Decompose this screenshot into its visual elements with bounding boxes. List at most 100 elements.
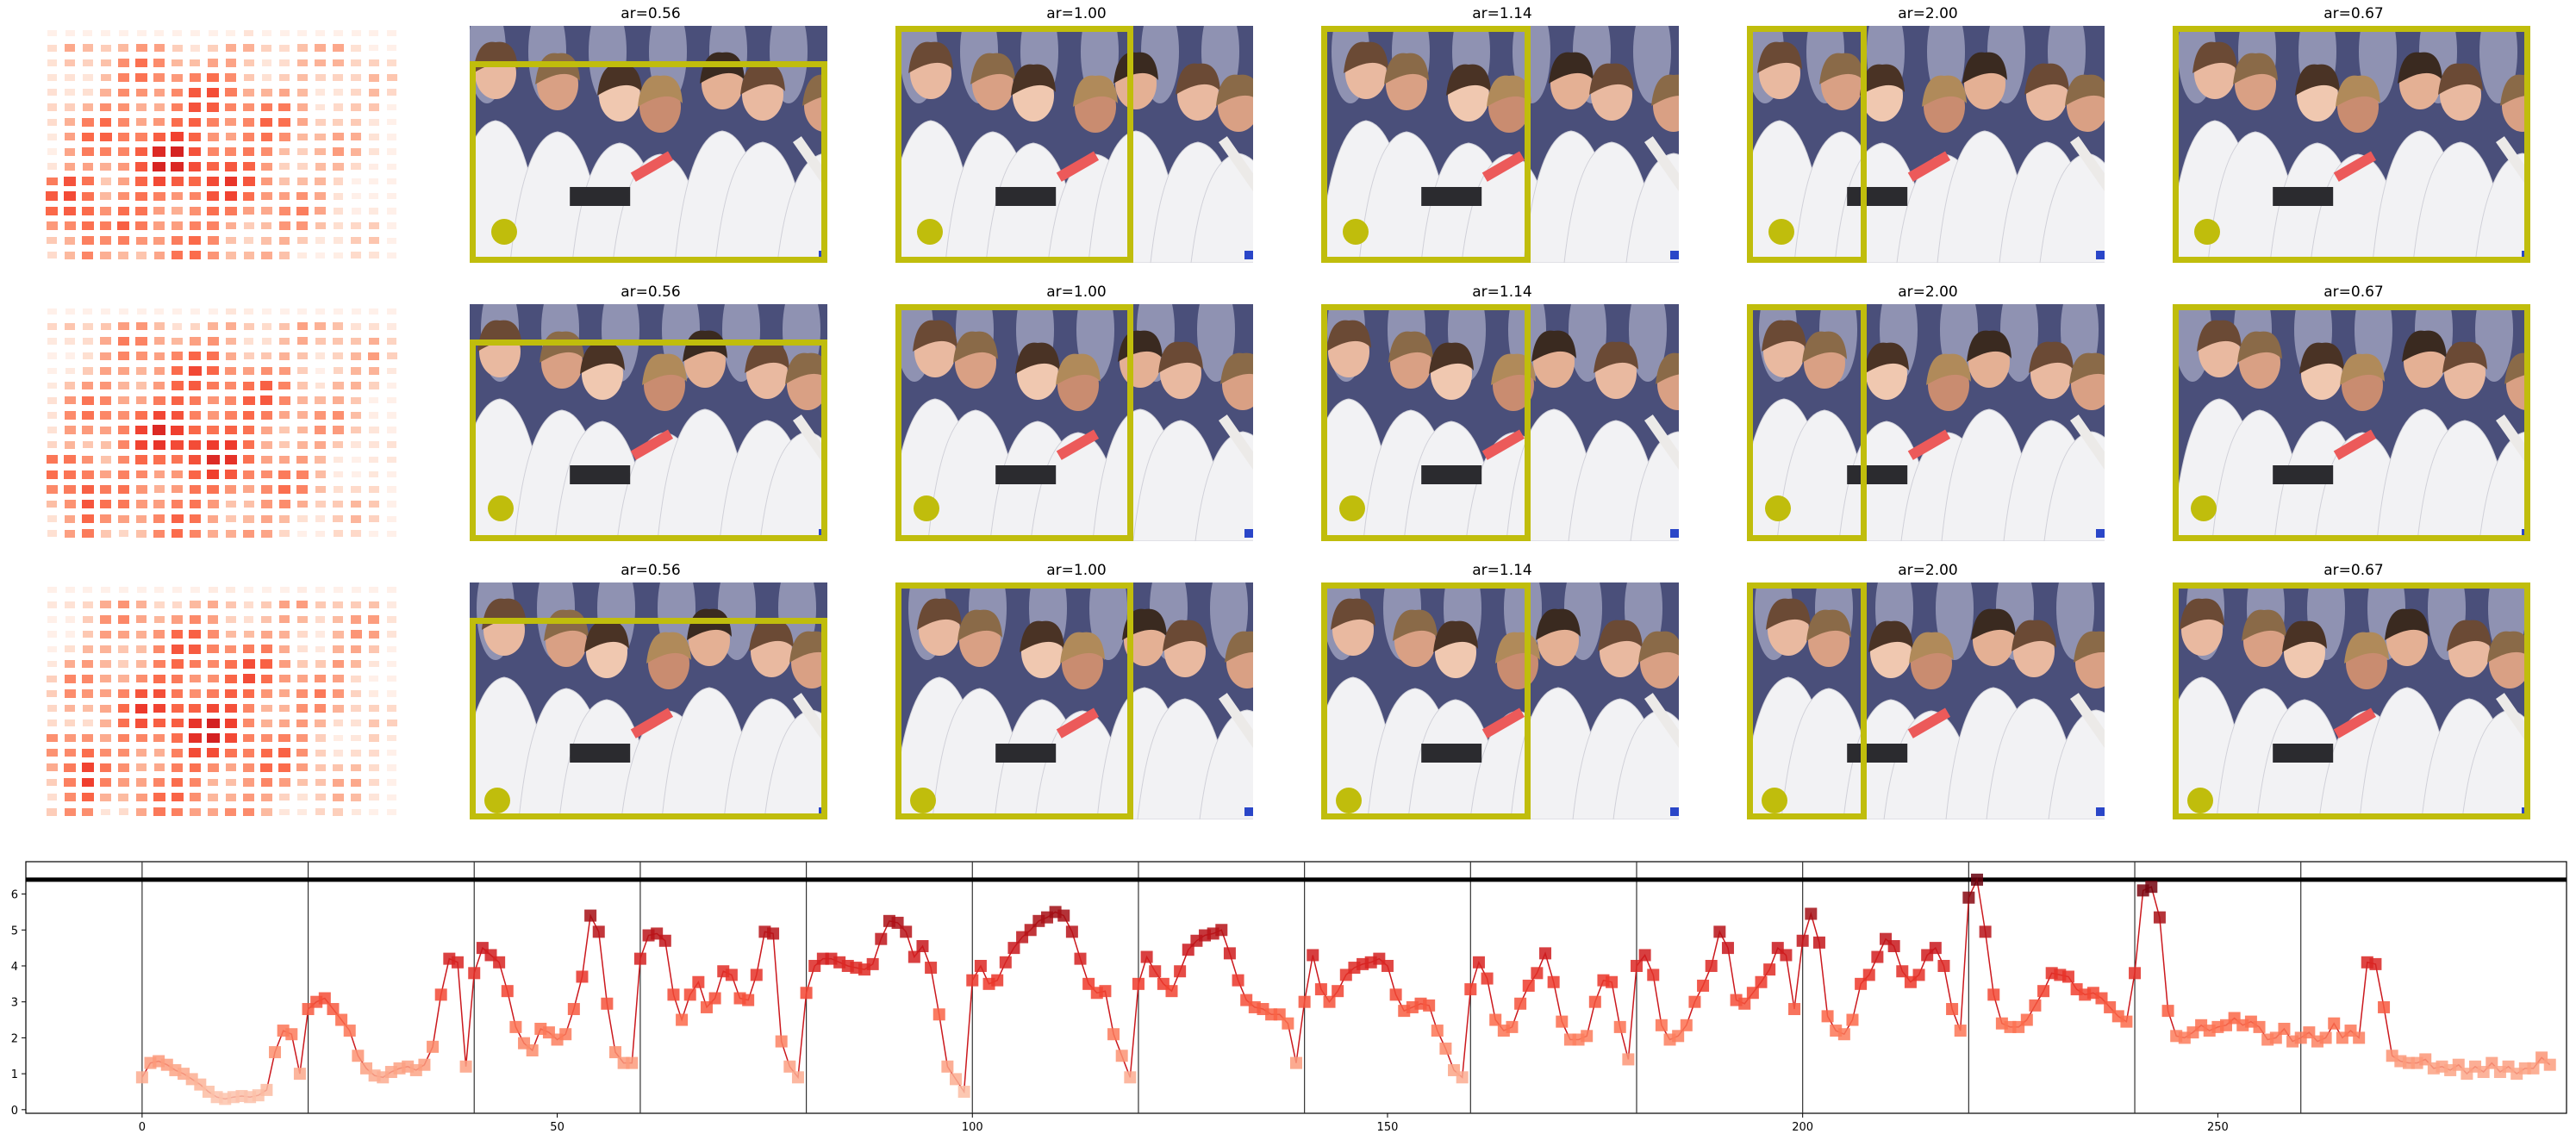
heatmap-cell	[333, 675, 344, 683]
data-point	[1672, 1030, 1685, 1043]
heatmap-cell	[135, 793, 147, 801]
data-point	[1688, 995, 1701, 1008]
data-point	[800, 987, 813, 1000]
heatmap-cell	[135, 103, 147, 111]
heatmap-cell	[207, 659, 219, 669]
heatmap-cell	[64, 118, 76, 127]
heatmap-cell	[117, 103, 129, 112]
heatmap-cell	[261, 29, 271, 37]
heatmap-cell	[225, 366, 237, 376]
heatmap-cell	[351, 74, 361, 82]
heatmap-cell	[386, 616, 397, 623]
data-point	[633, 952, 646, 965]
heatmap-cell	[315, 500, 326, 508]
data-point	[1215, 924, 1228, 937]
aspect-ratio-title: ar=0.67	[2323, 5, 2384, 22]
aspect-ratio-title: ar=1.14	[1472, 562, 1532, 579]
data-point	[658, 934, 671, 947]
heatmap-cell	[296, 660, 308, 668]
heatmap-cell	[297, 808, 308, 816]
heatmap-cell	[387, 45, 397, 52]
heatmap-cell	[260, 659, 273, 669]
heatmap-cell	[100, 251, 111, 259]
heatmap-cell	[350, 500, 362, 508]
heatmap-cell	[82, 733, 94, 743]
heatmap-cell	[315, 530, 326, 538]
heatmap-cell	[368, 734, 379, 742]
heatmap-cell	[153, 161, 166, 171]
data-point	[1862, 969, 1875, 981]
data-point	[1389, 988, 1402, 1001]
heatmap-cell	[387, 29, 397, 37]
heatmap-cell	[135, 749, 147, 757]
heatmap-cell	[296, 601, 309, 609]
heatmap-cell	[278, 411, 290, 420]
heatmap-cell	[243, 763, 255, 772]
heatmap-cell	[333, 749, 344, 757]
aspect-ratio-title: ar=0.56	[621, 5, 681, 22]
heatmap-cell	[207, 793, 219, 801]
heatmap-cell	[225, 485, 237, 494]
heatmap-cell	[386, 337, 397, 346]
heatmap-cell	[172, 485, 184, 494]
heatmap-cell	[189, 675, 201, 683]
heatmap-cell	[64, 660, 76, 668]
heatmap-cell	[297, 252, 308, 259]
heatmap-cell	[172, 29, 183, 37]
aspect-ratio-title: ar=1.00	[1046, 562, 1107, 579]
heatmap-cell	[118, 645, 129, 653]
data-point	[1531, 967, 1544, 980]
heatmap-cell	[100, 660, 111, 668]
heatmap-cell	[243, 807, 255, 817]
heatmap-cell	[260, 366, 272, 376]
heatmap-cell	[279, 178, 290, 185]
heatmap-cell	[260, 689, 272, 698]
heatmap-cell	[225, 659, 237, 669]
heatmap-cell	[387, 501, 397, 508]
heatmap-cell	[315, 631, 326, 638]
heatmap-cell	[243, 44, 254, 53]
aspect-ratio-title: ar=2.00	[1898, 562, 1958, 579]
heatmap-cell	[369, 456, 379, 464]
heatmap-cell	[333, 74, 344, 82]
heatmap-cell	[206, 718, 220, 729]
heatmap-cell	[351, 586, 361, 594]
heatmap-cell	[47, 308, 57, 315]
x-tick-label: 0	[139, 1121, 146, 1134]
heatmap-cell	[82, 645, 94, 653]
data-point	[1788, 1003, 1801, 1016]
data-point	[767, 927, 780, 940]
heatmap-cell	[153, 615, 165, 624]
heatmap-cell	[386, 89, 397, 97]
heatmap-cell	[171, 763, 184, 772]
heatmap-cell	[243, 719, 255, 728]
data-point	[1323, 995, 1336, 1008]
heatmap-cell	[100, 352, 111, 360]
heatmap-cell	[260, 645, 273, 654]
heatmap-cell	[83, 89, 93, 97]
crop-preview-photo	[2173, 582, 2530, 819]
heatmap-cell	[135, 236, 147, 245]
heatmap-cell	[279, 426, 290, 434]
heatmap-cell	[117, 455, 129, 464]
heatmap-cell	[153, 645, 165, 654]
heatmap-cell	[135, 221, 147, 230]
heatmap-cell	[100, 88, 111, 97]
heatmap-cell	[225, 807, 237, 817]
heatmap-cell	[225, 500, 236, 508]
heatmap-cell	[153, 146, 166, 157]
heatmap-cell	[100, 381, 112, 390]
y-tick-label: 6	[11, 889, 18, 902]
focus-point-marker	[1343, 219, 1369, 246]
heatmap-cell	[244, 308, 254, 315]
heatmap-cell	[296, 778, 308, 787]
data-point	[1514, 997, 1527, 1010]
heatmap-cell	[369, 441, 379, 449]
score-line-chart: 0 50 100 150 200 250 0 1 2 3 4 5 6	[11, 861, 2567, 1134]
heatmap-cell	[351, 44, 361, 52]
data-point	[1746, 987, 1759, 1000]
heatmap-cell	[315, 778, 326, 787]
heatmap-cell	[278, 103, 290, 112]
heatmap-cell	[189, 748, 202, 757]
heatmap-cell	[368, 500, 379, 508]
